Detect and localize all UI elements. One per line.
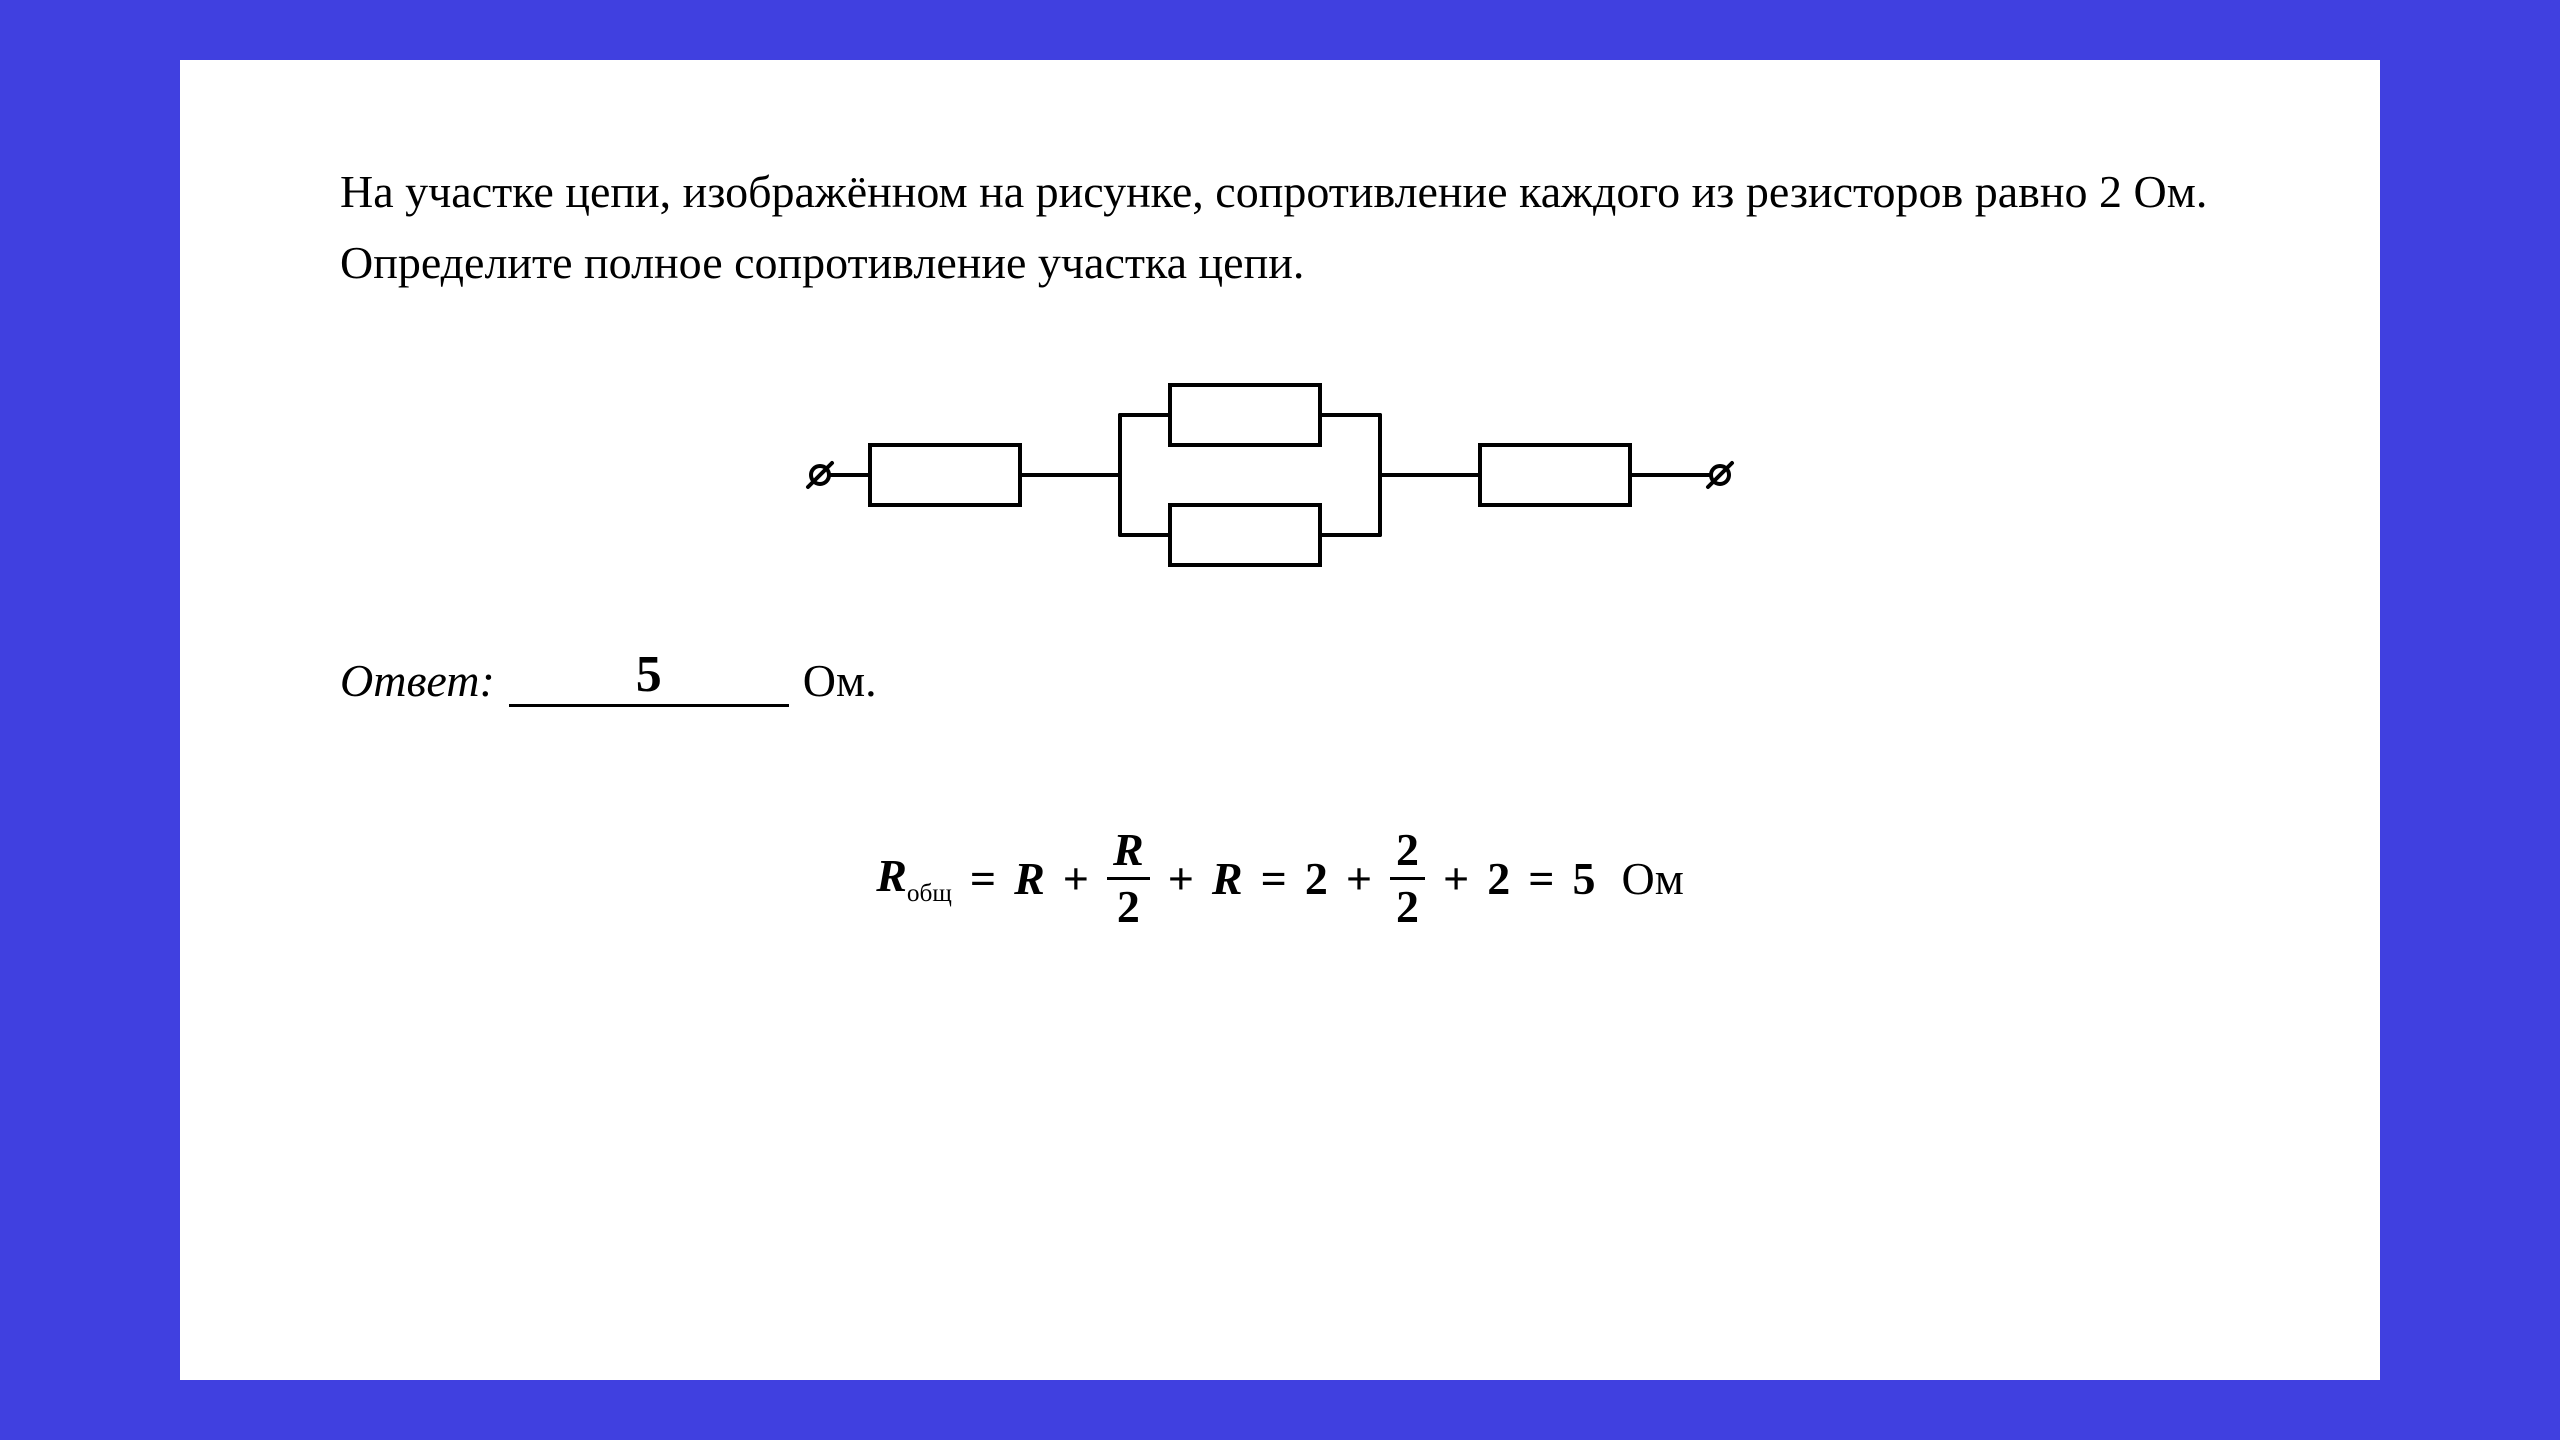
num-t3: 2 (1487, 852, 1510, 905)
equals-1: = (970, 852, 996, 905)
equals-3: = (1528, 852, 1554, 905)
result: 5 (1572, 852, 1595, 905)
problem-text: На участке цепи, изображённом на рисунке… (340, 156, 2220, 299)
plus-2: + (1168, 852, 1194, 905)
num-t1: 2 (1305, 852, 1328, 905)
term-R-over-2: R 2 (1107, 827, 1150, 930)
answer-unit: Ом. (803, 654, 877, 707)
equals-2: = (1261, 852, 1287, 905)
term-R1: R (1014, 852, 1045, 905)
circuit-svg (790, 345, 1770, 605)
plus-3: + (1346, 852, 1372, 905)
slide-frame: На участке цепи, изображённом на рисунке… (0, 0, 2560, 1440)
num-frac: 2 2 (1390, 827, 1425, 930)
answer-value: 5 (509, 645, 789, 707)
answer-label: Ответ: (340, 654, 495, 707)
slide-card: На участке цепи, изображённом на рисунке… (180, 60, 2380, 1380)
result-unit: Ом (1621, 852, 1683, 905)
plus-4: + (1443, 852, 1469, 905)
term-R3: R (1212, 852, 1243, 905)
formula-lhs: Rобщ (876, 849, 952, 908)
answer-line: Ответ: 5 Ом. (340, 645, 2220, 707)
plus-1: + (1063, 852, 1089, 905)
circuit-diagram (340, 345, 2220, 605)
formula: Rобщ = R + R 2 + R = 2 + 2 2 + 2 = 5 Ом (340, 827, 2220, 930)
